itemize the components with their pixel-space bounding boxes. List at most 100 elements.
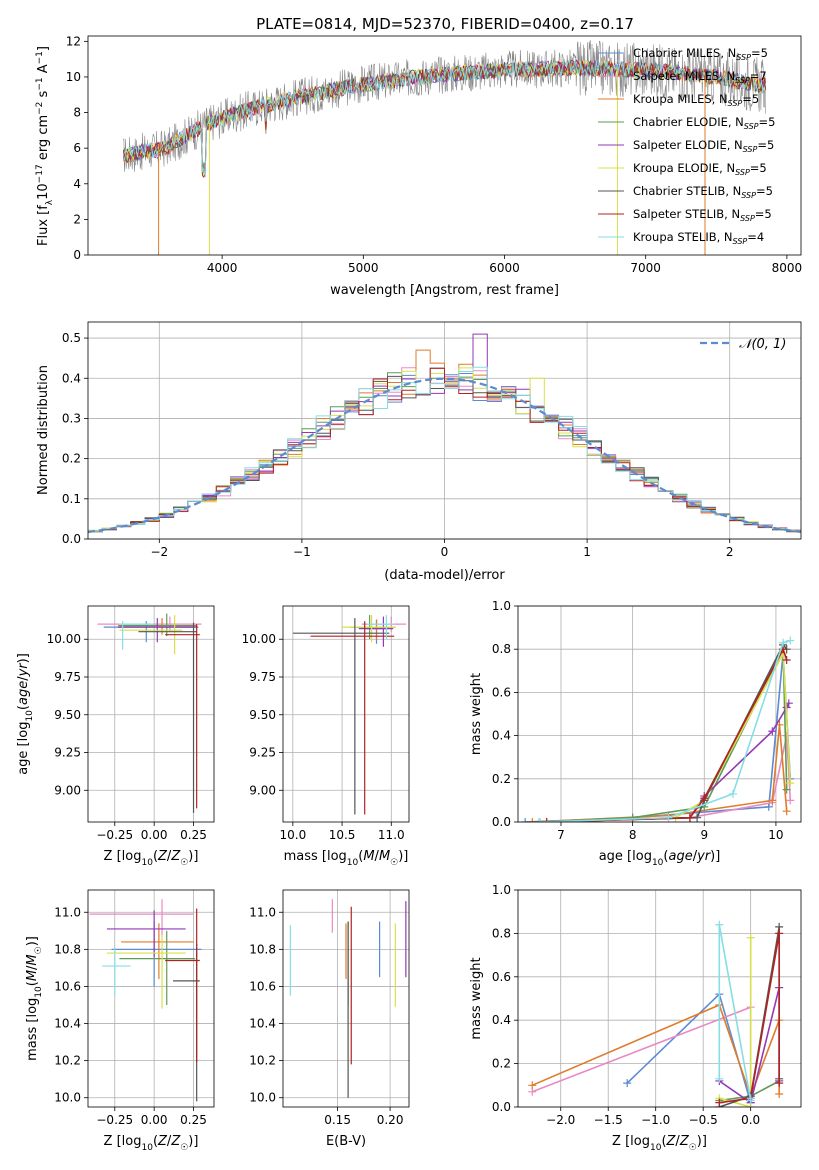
histogram-salpeter-stelib: [88, 367, 801, 532]
y-tick-label: 0.0: [492, 1100, 511, 1114]
weight-vs-metallicity-panel: −2.0 −1.5 −1.0 −0.5 0.0 0.0 0.2 0.4 0.6 0.8 1.0 Z […: [469, 883, 802, 1153]
x-tick-label: −1.0: [641, 1113, 670, 1127]
y-tick-label: 0.2: [492, 1057, 511, 1071]
x-tick-label: 0.00: [141, 1113, 168, 1127]
axes-decoration: −2 −1 0 1 2 0.0 0.1 0.2 0.3 0.4 0.5: [62, 321, 802, 559]
y-tick-label: 12: [66, 34, 81, 48]
grid: [88, 890, 214, 1107]
weight-marker-chabrier-elodie: [628, 813, 637, 822]
y-tick-label: 9.50: [249, 708, 276, 722]
y-tick-label: 1.0: [492, 599, 511, 613]
y-tick-label: 0.8: [492, 926, 511, 940]
x-tick-label: 11.0: [378, 828, 405, 842]
y-tick-label: 0.4: [62, 371, 81, 385]
y-tick-label: 9.50: [54, 708, 81, 722]
axes-decoration: −2.0 −1.5 −1.0 −0.5 0.0 0.0 0.2 0.4 0.6 0.8 1.0: [492, 883, 802, 1127]
y-tick-label: 0.2: [492, 772, 511, 786]
text-span: /: [25, 965, 40, 970]
axes-frame: [87, 605, 215, 823]
x-tick-label: −0.5: [689, 1113, 718, 1127]
figure-title: PLATE=0814, MJD=52370, FIBERID=0400, z=0…: [256, 15, 634, 33]
weight-marker-kroupa-stelib: [786, 636, 795, 645]
residual-histogram-panel: −2 −1 0 1 2 0.0 0.1 0.2 0.3 0.4 0.5 𝒩(0, 1) (data-mo…: [36, 321, 802, 583]
x-tick-label: 0: [441, 545, 449, 559]
y-tick-label: 2: [73, 212, 81, 226]
text-span: 10: [650, 1143, 662, 1153]
text-span: ☉: [180, 858, 188, 868]
axes-frame: [517, 889, 802, 1108]
weight-marker-salpeter-stelib: [542, 818, 551, 822]
x-tick-label: 0.20: [377, 1113, 404, 1127]
x-tick-label: 0.00: [141, 828, 168, 842]
text-span: age [log: [16, 722, 31, 775]
y-tick-label: 8: [73, 106, 81, 120]
legend-text: Chabrier ELODIE, N: [633, 115, 744, 129]
text-span: Flux [f: [36, 205, 51, 246]
weight-marker-chabrier-miles: [764, 802, 773, 811]
model-spectrum-kroupa-stelib: [123, 59, 767, 176]
legend-text: =5: [750, 161, 767, 175]
x-tick-label: −0.25: [96, 828, 133, 842]
weight-marker-chabrier-miles: [623, 1079, 632, 1088]
x-tick-label: 2: [726, 545, 734, 559]
legend-text: Chabrier STELIB, N: [633, 184, 741, 198]
y-tick-label: 10.00: [242, 632, 276, 646]
text-span: Z: [170, 849, 181, 864]
text-span: /: [675, 1134, 680, 1149]
weight-marker-chabrier-elodie: [782, 785, 791, 794]
text-span: Z: [679, 1134, 690, 1149]
legend-subscript: SSP: [741, 191, 756, 200]
text-span: −1: [35, 51, 45, 64]
axes-frame: [517, 605, 802, 823]
legend-label-kroupa-miles: Kroupa MILES, NSSP=5: [633, 92, 759, 108]
text-span: )]: [25, 936, 40, 946]
text-span: age: [16, 681, 31, 705]
text-span: age: [668, 849, 692, 864]
x-tick-label: 9: [700, 828, 708, 842]
y-tick-label: 10.0: [54, 1091, 81, 1105]
y-tick-label: 0.4: [492, 1013, 511, 1027]
plot-content: [528, 920, 784, 1107]
text-span: (: [358, 849, 363, 864]
y-axis-label: mass weight: [469, 673, 484, 755]
text-span: Z: [170, 1134, 181, 1149]
weight-marker-kroupa-stelib: [664, 813, 673, 822]
text-span: −1: [35, 77, 45, 90]
y-tick-label: 10.2: [54, 1054, 81, 1068]
legend-label-kroupa-elodie: Kroupa ELODIE, NSSP=5: [633, 161, 767, 177]
y-axis-label: Normed distribution: [36, 365, 51, 495]
x-tick-label: 8: [629, 828, 637, 842]
x-tick-label: 10.0: [279, 828, 306, 842]
y-axis-label: mass [log10(M/M☉)]: [25, 936, 44, 1061]
legend-subscript: SSP: [735, 76, 750, 85]
plot-area: [88, 606, 214, 822]
x-axis-label: mass [log10(M/M☉)]: [284, 849, 409, 868]
plot-area: [518, 606, 801, 822]
axes-frame: [282, 605, 410, 823]
x-axis-label: (data-model)/error: [384, 568, 505, 583]
text-span: (: [153, 849, 158, 864]
y-tick-label: 9.25: [54, 746, 81, 760]
plot-content: [122, 40, 767, 255]
age-vs-mass-panel: 10.0 10.5 11.0 9.00 9.25 9.50 9.75 10.00 mass [l…: [242, 605, 410, 868]
weight-marker-salpeter-elodie: [768, 727, 777, 736]
x-tick-label: 1: [583, 545, 591, 559]
text-span: /: [16, 676, 31, 681]
weight-marker-salpeter-stelib: [715, 1098, 724, 1107]
text-span: )]: [398, 849, 408, 864]
text-span: Z: [666, 1134, 677, 1149]
plot-content: [521, 636, 795, 822]
text-span: mass [log: [25, 998, 40, 1061]
y-tick-label: 9.25: [249, 746, 276, 760]
weight-marker-kroupa-stelib: [728, 789, 737, 798]
x-tick-label: −2: [150, 545, 168, 559]
text-span: )]: [710, 849, 720, 864]
weight-marker-kroupa-stelib: [779, 638, 788, 647]
legend-text: Chabrier MILES, N: [633, 46, 736, 60]
text-span: yr: [696, 849, 712, 864]
y-axis-label: mass weight: [469, 957, 484, 1039]
x-tick-label: 7: [557, 828, 565, 842]
y-tick-label: 10.00: [47, 632, 81, 646]
x-tick-label: −1.5: [594, 1113, 623, 1127]
text-span: (: [153, 1134, 158, 1149]
